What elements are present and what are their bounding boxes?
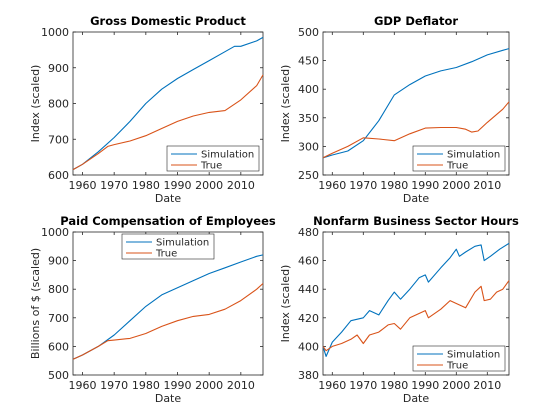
y-axis-label: Index (scaled) bbox=[279, 265, 292, 343]
y-axis-label: Index (scaled) bbox=[29, 65, 42, 143]
y-tick-label: 380 bbox=[298, 369, 319, 382]
x-tick-label: 2000 bbox=[442, 379, 470, 392]
x-axis-label: Date bbox=[403, 192, 430, 205]
legend-label: Simulation bbox=[201, 150, 254, 161]
legend-label: True bbox=[446, 361, 468, 372]
y-axis-label: Billions of $ (scaled) bbox=[29, 248, 42, 359]
x-tick-label: 2000 bbox=[195, 179, 223, 192]
y-tick-label: 440 bbox=[298, 283, 319, 296]
series-line-true bbox=[72, 74, 264, 171]
x-tick-label: 1980 bbox=[132, 379, 160, 392]
chart-title: Nonfarm Business Sector Hours bbox=[313, 214, 519, 228]
x-tick-label: 1990 bbox=[164, 379, 192, 392]
chart-title: Paid Compensation of Employees bbox=[60, 214, 276, 228]
legend-box bbox=[121, 233, 215, 260]
legend-label: True bbox=[200, 161, 222, 172]
chart-title: GDP Deflator bbox=[374, 14, 458, 28]
y-tick-label: 700 bbox=[48, 133, 69, 146]
x-tick-label: 1980 bbox=[380, 379, 408, 392]
x-tick-label: 1960 bbox=[318, 179, 346, 192]
x-tick-label: 2000 bbox=[442, 179, 470, 192]
y-tick-label: 1000 bbox=[41, 26, 69, 39]
legend-label: Simulation bbox=[156, 238, 209, 249]
y-tick-label: 480 bbox=[298, 226, 319, 239]
x-axis-label: Date bbox=[155, 192, 182, 205]
x-tick-label: 1960 bbox=[69, 179, 97, 192]
y-tick-label: 300 bbox=[298, 140, 319, 153]
x-axis-label: Date bbox=[403, 392, 430, 405]
x-tick-label: 1960 bbox=[69, 379, 97, 392]
x-tick-label: 1970 bbox=[100, 379, 128, 392]
series-line-simulation bbox=[322, 242, 510, 357]
x-tick-label: 1990 bbox=[164, 179, 192, 192]
legend-box bbox=[412, 345, 506, 372]
series-line-true bbox=[72, 283, 264, 360]
y-tick-label: 800 bbox=[48, 98, 69, 111]
legend-box bbox=[166, 145, 260, 172]
x-tick-label: 2010 bbox=[473, 379, 501, 392]
y-tick-label: 600 bbox=[48, 340, 69, 353]
chart-panel-3: 1960 1970 1980 1990 2000 2010 500 600 700 800 900 1… bbox=[29, 214, 276, 405]
x-tick-label: 2010 bbox=[473, 179, 501, 192]
series-line-simulation bbox=[72, 36, 264, 171]
x-tick-label: 1980 bbox=[132, 179, 160, 192]
series-line-simulation bbox=[322, 48, 510, 159]
x-tick-label: 1990 bbox=[411, 179, 439, 192]
y-tick-label: 250 bbox=[298, 169, 319, 182]
x-tick-label: 1960 bbox=[318, 379, 346, 392]
x-tick-label: 1970 bbox=[100, 179, 128, 192]
x-tick-label: 2000 bbox=[195, 379, 223, 392]
chart-panel-1: 1960 1970 1980 1990 2000 2010 600 700 800 900 1000… bbox=[29, 14, 264, 205]
y-tick-label: 500 bbox=[298, 26, 319, 39]
y-tick-label: 460 bbox=[298, 255, 319, 268]
legend-label: True bbox=[446, 161, 468, 172]
y-tick-label: 500 bbox=[48, 369, 69, 382]
legend-label: True bbox=[155, 249, 177, 260]
legend-box bbox=[412, 145, 506, 172]
y-tick-label: 420 bbox=[298, 312, 319, 325]
legend-label: Simulation bbox=[447, 150, 500, 161]
series-line-true bbox=[322, 280, 510, 352]
y-tick-label: 800 bbox=[48, 283, 69, 296]
x-tick-label: 1970 bbox=[349, 179, 377, 192]
chart-panel-2: 1960 1970 1980 1990 2000 2010 250 300 350 400 450 5… bbox=[279, 14, 510, 205]
y-tick-label: 600 bbox=[48, 169, 69, 182]
x-tick-label: 2010 bbox=[227, 179, 255, 192]
x-tick-label: 2010 bbox=[227, 379, 255, 392]
y-tick-label: 350 bbox=[298, 112, 319, 125]
x-tick-label: 1990 bbox=[411, 379, 439, 392]
x-tick-label: 1970 bbox=[349, 379, 377, 392]
chart-panel-4: 1960 1970 1980 1990 2000 2010 380 400 420 440 460 4… bbox=[279, 214, 519, 405]
legend-label: Simulation bbox=[447, 350, 500, 361]
x-axis-label: Date bbox=[155, 392, 182, 405]
series-line-true bbox=[322, 101, 510, 159]
y-tick-label: 900 bbox=[48, 255, 69, 268]
chart-title: Gross Domestic Product bbox=[90, 14, 246, 28]
x-tick-label: 1980 bbox=[380, 179, 408, 192]
y-tick-label: 400 bbox=[298, 83, 319, 96]
y-tick-label: 1000 bbox=[41, 226, 69, 239]
y-axis-label: Index (scaled) bbox=[279, 65, 292, 143]
y-tick-label: 700 bbox=[48, 312, 69, 325]
y-tick-label: 900 bbox=[48, 62, 69, 75]
y-tick-label: 450 bbox=[298, 55, 319, 68]
y-tick-label: 400 bbox=[298, 340, 319, 353]
